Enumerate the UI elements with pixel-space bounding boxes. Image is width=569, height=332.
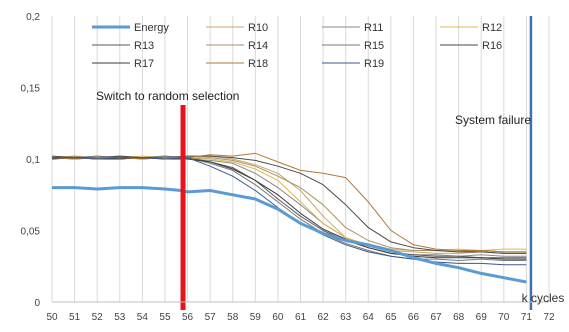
annotation-label: Switch to random selection — [96, 89, 239, 103]
legend-label: R14 — [248, 40, 268, 52]
x-tick-label: 66 — [408, 312, 420, 323]
x-tick-label: 58 — [227, 312, 239, 323]
x-tick-label: 62 — [318, 312, 330, 323]
legend-label: R16 — [482, 40, 502, 52]
x-tick-label: 54 — [137, 312, 149, 323]
y-tick-label: 0 — [34, 298, 40, 309]
legend-label: Energy — [134, 22, 169, 34]
series-line-r16 — [51, 155, 527, 254]
x-tick-label: 70 — [498, 312, 510, 323]
x-tick-label: 53 — [114, 312, 126, 323]
x-tick-label: 61 — [295, 312, 307, 323]
x-tick-label: 69 — [476, 312, 488, 323]
legend-label: R19 — [364, 58, 384, 70]
series-line-r18 — [51, 152, 527, 253]
x-tick-label: 55 — [159, 312, 171, 323]
x-tick-label: 67 — [430, 312, 442, 323]
legend: Energy R10 R11 R12 R13 R14 R15 R16 R17 R18 R19 — [92, 22, 502, 70]
legend-label: R11 — [364, 22, 383, 34]
x-tick-label: 68 — [453, 312, 465, 323]
x-tick-label: 60 — [272, 312, 284, 323]
series-line-energy — [52, 186, 527, 284]
x-tick-label: 63 — [340, 312, 352, 323]
x-tick-label: 51 — [69, 312, 81, 323]
legend-label: R17 — [134, 58, 154, 70]
legend-label: R10 — [248, 22, 268, 34]
x-axis-label: k cycles — [522, 291, 565, 305]
y-tick-label: 0,05 — [21, 227, 41, 238]
x-tick-label: 56 — [182, 312, 194, 323]
annotations: Switch to random selection System failure — [96, 16, 533, 310]
legend-label: R12 — [482, 22, 502, 34]
x-tick-label: 57 — [205, 312, 217, 323]
y-tick-label: 0,1 — [26, 155, 40, 166]
series-lines — [51, 152, 527, 284]
annotation-label: System failure — [455, 113, 531, 127]
x-tick-label: 72 — [543, 312, 555, 323]
legend-label: R18 — [248, 58, 268, 70]
x-tick-label: 65 — [385, 312, 397, 323]
legend-label: R15 — [364, 40, 384, 52]
x-tick-label: 52 — [92, 312, 104, 323]
axes: 50 51 52 53 54 55 56 57 58 59 60 61 62 63 64 65 66 67 68 69… — [21, 12, 565, 323]
x-tick-label: 59 — [250, 312, 262, 323]
y-tick-label: 0,2 — [26, 12, 40, 23]
x-tick-label: 50 — [46, 312, 58, 323]
y-tick-label: 0,15 — [21, 84, 41, 95]
x-tick-label: 71 — [521, 312, 533, 323]
legend-label: R13 — [134, 40, 154, 52]
x-tick-label: 64 — [363, 312, 375, 323]
